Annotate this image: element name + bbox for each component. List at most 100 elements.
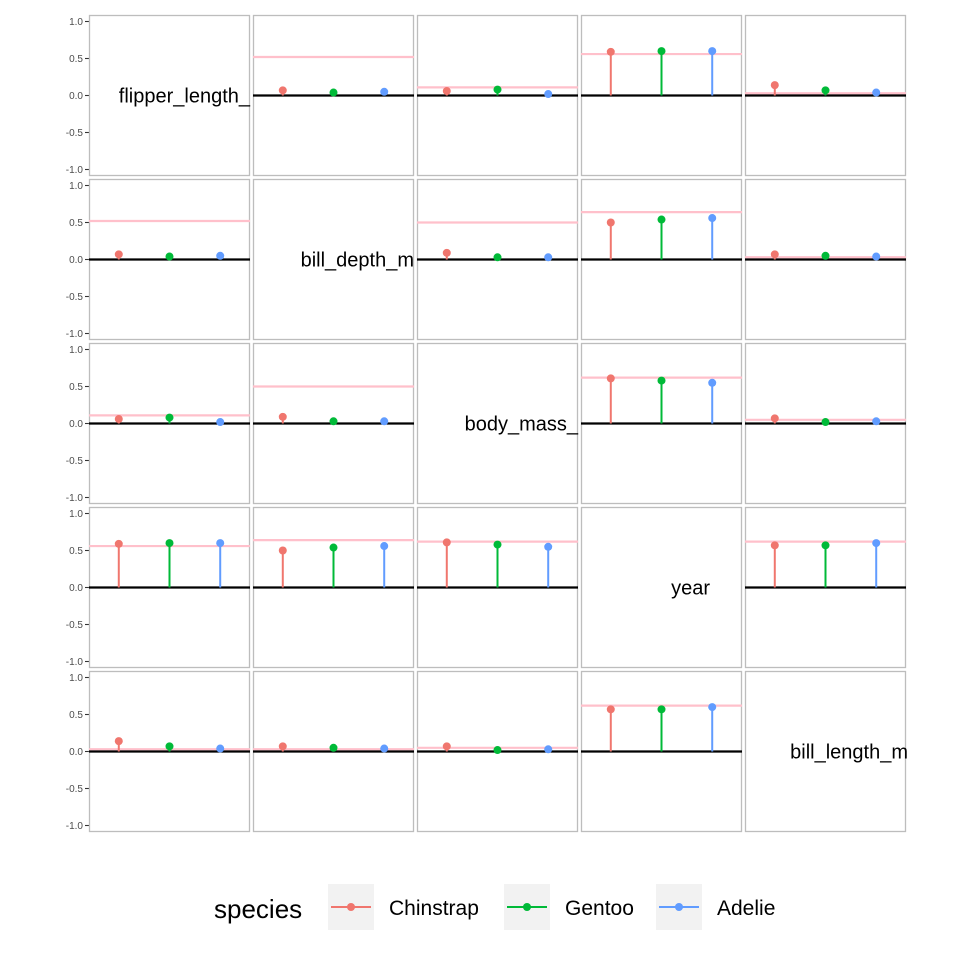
panel-bill_depth_m-flipper_length_ — [88, 178, 251, 341]
point-adelie — [380, 417, 389, 426]
panel-body_mass_-bill_length_m — [744, 342, 907, 505]
point-gentoo — [493, 85, 502, 94]
y-tick-label: -1.0 — [66, 329, 84, 340]
panel-body_mass_-flipper_length_ — [88, 342, 251, 505]
y-tick-label: 0.0 — [69, 255, 83, 266]
point-adelie — [872, 417, 881, 426]
legend-entry-gentoo: Gentoo — [504, 884, 634, 930]
y-tick-label: -0.5 — [66, 128, 84, 139]
point-gentoo — [821, 418, 830, 427]
point-adelie — [544, 253, 553, 262]
panel-border — [416, 342, 579, 505]
legend-key-point — [347, 903, 355, 911]
point-adelie — [544, 90, 553, 99]
point-gentoo — [493, 253, 502, 262]
y-tick-label: -1.0 — [66, 657, 84, 668]
point-chinstrap — [114, 250, 123, 259]
point-adelie — [216, 418, 225, 427]
point-adelie — [380, 87, 389, 96]
y-tick-label: 0.5 — [69, 382, 83, 393]
point-gentoo — [165, 742, 174, 751]
legend-label: Adelie — [717, 897, 775, 920]
point-chinstrap — [606, 218, 615, 227]
panel-year-flipper_length_ — [88, 506, 251, 669]
variable-label: flipper_length_ — [119, 86, 251, 108]
panel-border — [252, 178, 415, 341]
point-chinstrap — [770, 414, 779, 423]
point-chinstrap — [442, 248, 451, 257]
point-gentoo — [329, 743, 338, 752]
y-tick-label: -0.5 — [66, 292, 84, 303]
y-tick-label: -0.5 — [66, 620, 84, 631]
point-chinstrap — [606, 705, 615, 714]
point-adelie — [380, 542, 389, 551]
legend: species Chinstrap Gentoo Adelie — [214, 884, 775, 930]
y-tick-label: 0.0 — [69, 419, 83, 430]
y-tick-label: 0.5 — [69, 54, 83, 65]
y-tick-label: 0.5 — [69, 710, 83, 721]
panel-row: 1.0 0.5 0.0 -0.5 -1.0 body_mass_ — [66, 342, 907, 505]
point-adelie — [380, 744, 389, 753]
panel-bill_depth_m-year — [580, 178, 743, 341]
point-gentoo — [329, 417, 338, 426]
point-chinstrap — [278, 86, 287, 95]
variable-label: bill_depth_m — [301, 250, 414, 272]
point-adelie — [708, 378, 717, 387]
point-chinstrap — [442, 87, 451, 96]
y-tick-label: 1.0 — [69, 509, 83, 520]
panel-flipper_length_-bill_depth_m — [252, 14, 415, 177]
panel-body_mass_-body_mass_: body_mass_ — [416, 342, 579, 505]
legend-key-point — [523, 903, 531, 911]
variable-label: year — [671, 578, 710, 600]
point-adelie — [216, 251, 225, 260]
point-chinstrap — [278, 546, 287, 555]
panel-year-body_mass_ — [416, 506, 579, 669]
point-chinstrap — [114, 737, 123, 746]
point-chinstrap — [278, 412, 287, 421]
panel-bill_depth_m-bill_depth_m: bill_depth_m — [252, 178, 415, 341]
panel-bill_length_m-body_mass_ — [416, 670, 579, 833]
panel-body_mass_-year — [580, 342, 743, 505]
point-gentoo — [165, 252, 174, 261]
legend-label: Gentoo — [565, 897, 634, 920]
y-tick-label: 0.0 — [69, 583, 83, 594]
point-gentoo — [821, 86, 830, 95]
panel-bill_depth_m-bill_length_m — [744, 178, 907, 341]
y-tick-label: 1.0 — [69, 673, 83, 684]
point-gentoo — [329, 88, 338, 97]
panel-bill_length_m-flipper_length_ — [88, 670, 251, 833]
panel-flipper_length_-flipper_length_: flipper_length_ — [88, 14, 251, 177]
panel-bill_depth_m-body_mass_ — [416, 178, 579, 341]
panel-bill_length_m-year — [580, 670, 743, 833]
point-chinstrap — [770, 250, 779, 259]
y-tick-label: 0.5 — [69, 218, 83, 229]
panel-row: 1.0 0.5 0.0 -0.5 -1.0 bill_depth_m — [66, 178, 907, 341]
panel-flipper_length_-bill_length_m — [744, 14, 907, 177]
y-tick-label: 1.0 — [69, 17, 83, 28]
point-gentoo — [657, 376, 666, 385]
legend-entry-adelie: Adelie — [656, 884, 775, 930]
point-adelie — [708, 703, 717, 712]
panel-year-bill_depth_m — [252, 506, 415, 669]
point-adelie — [544, 542, 553, 551]
point-gentoo — [657, 215, 666, 224]
point-gentoo — [493, 746, 502, 755]
point-adelie — [872, 88, 881, 97]
point-adelie — [872, 252, 881, 261]
legend-key-point — [675, 903, 683, 911]
point-adelie — [216, 539, 225, 548]
point-chinstrap — [442, 538, 451, 547]
panel-row: 1.0 0.5 0.0 -0.5 -1.0 bill_length_m — [66, 670, 908, 833]
y-tick-label: 1.0 — [69, 181, 83, 192]
panel-border — [744, 670, 907, 833]
point-adelie — [708, 47, 717, 56]
y-tick-label: -1.0 — [66, 821, 84, 832]
point-chinstrap — [442, 742, 451, 751]
y-tick-label: 1.0 — [69, 345, 83, 356]
point-chinstrap — [770, 541, 779, 550]
y-tick-label: -0.5 — [66, 784, 84, 795]
panel-body_mass_-bill_depth_m — [252, 342, 415, 505]
y-tick-label: -0.5 — [66, 456, 84, 467]
panel-year-bill_length_m — [744, 506, 907, 669]
point-adelie — [544, 745, 553, 754]
